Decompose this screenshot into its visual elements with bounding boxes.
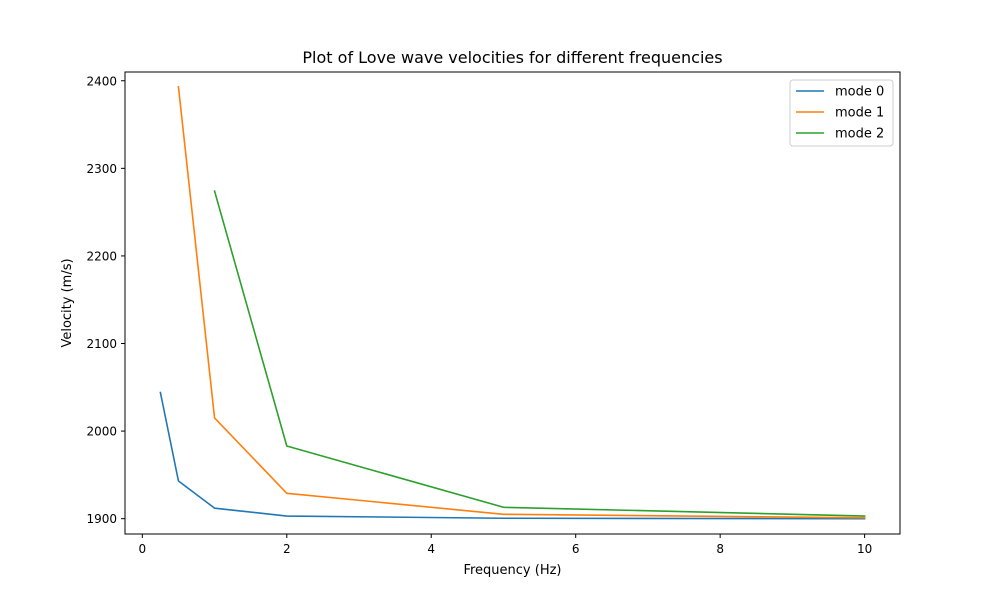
chart-title: Plot of Love wave velocities for differe… xyxy=(302,48,722,67)
y-tick-label: 2400 xyxy=(86,74,117,88)
x-tick-label: 8 xyxy=(716,542,724,556)
series-line-mode-0 xyxy=(159,391,866,520)
x-tick-label: 0 xyxy=(139,542,147,556)
legend-box xyxy=(789,79,894,147)
legend-label-mode-0: mode 0 xyxy=(835,85,884,100)
y-axis-label: Velocity (m/s) xyxy=(60,258,75,347)
y-tick-label: 2000 xyxy=(86,425,117,439)
y-tick-label: 2300 xyxy=(86,162,117,176)
y-axis: 1900 2000 2100 2200 2300 2400 xyxy=(86,74,125,526)
x-tick-label: 6 xyxy=(572,542,580,556)
x-axis: 0 2 4 6 8 10 xyxy=(139,534,872,556)
legend-label-mode-2: mode 2 xyxy=(835,127,884,142)
y-tick-label: 2200 xyxy=(86,249,117,263)
x-axis-label: Frequency (Hz) xyxy=(463,563,561,578)
y-tick-label: 1900 xyxy=(86,512,117,526)
x-tick-label: 10 xyxy=(857,542,872,556)
legend: mode 0 mode 1 mode 2 xyxy=(789,79,894,147)
y-tick-label: 2100 xyxy=(86,337,117,351)
series-line-mode-1 xyxy=(177,86,866,519)
x-tick-label: 4 xyxy=(427,542,435,556)
series-layer xyxy=(159,86,866,520)
axes-frame xyxy=(124,71,901,535)
legend-label-mode-1: mode 1 xyxy=(835,106,884,121)
series-line-mode-2 xyxy=(213,190,866,517)
x-tick-label: 2 xyxy=(283,542,291,556)
